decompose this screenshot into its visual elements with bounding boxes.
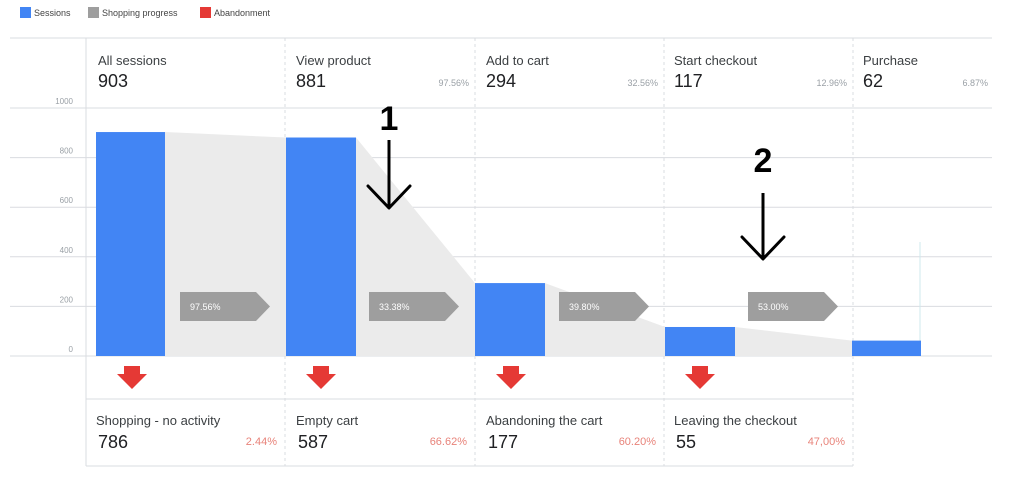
abandonment-arrow-icon: [685, 366, 715, 389]
abandonment-percentage: 47,00%: [807, 436, 845, 448]
abandonment-name: Leaving the checkout: [674, 413, 797, 428]
step-value: 294: [486, 71, 517, 91]
y-tick-label: 1000: [55, 97, 73, 106]
abandonment-box-empty-cart: Empty cart 587 66.62%: [286, 400, 475, 466]
step-name: All sessions: [98, 53, 167, 68]
session-bar: [96, 132, 165, 356]
step-header-start-checkout: Start checkout 117 12.96%: [664, 40, 853, 106]
abandonment-arrow-icon: [306, 366, 336, 389]
session-bar: [475, 283, 545, 356]
abandonment-box-leaving-checkout: Leaving the checkout 55 47,00%: [664, 400, 853, 466]
progress-rate-chevron: [369, 292, 459, 321]
abandonment-name: Abandoning the cart: [486, 413, 603, 428]
abandonment-value: 55: [676, 432, 697, 452]
abandonment-name: Empty cart: [296, 413, 359, 428]
bar-layer: [96, 132, 921, 356]
legend-label-abandonment: Abandonment: [214, 7, 271, 18]
annotation-label-2: 2: [754, 142, 773, 180]
arrow-layer: 97.56% 33.38% 39.80% 53.00%: [117, 292, 838, 389]
session-bar: [286, 137, 356, 356]
step-value: 903: [98, 71, 129, 91]
sessions-swatch-icon: [20, 7, 31, 18]
abandonment-value: 786: [98, 432, 129, 452]
abandonment-box-no-activity: Shopping - no activity 786 2.44%: [86, 400, 285, 466]
abandonment-arrow-icon: [496, 366, 526, 389]
y-tick-label: 600: [60, 196, 74, 205]
session-bar: [852, 340, 921, 356]
progress-rate-chevron: [180, 292, 270, 321]
step-name: Start checkout: [674, 53, 758, 68]
step-name: Purchase: [863, 53, 918, 68]
legend-label-sessions: Sessions: [34, 7, 71, 18]
step-percentage: 97.56%: [438, 78, 469, 88]
step-percentage: 12.96%: [816, 78, 847, 88]
y-tick-label: 0: [69, 345, 74, 354]
progress-rate-chevron: [559, 292, 649, 321]
legend-item-sessions: Sessions: [20, 7, 71, 18]
abandonment-value: 177: [488, 432, 519, 452]
step-percentage: 6.87%: [962, 78, 988, 88]
legend-label-progress: Shopping progress: [102, 7, 178, 18]
abandonment-percentage: 66.62%: [429, 436, 467, 448]
abandonment-name: Shopping - no activity: [96, 413, 221, 428]
progress-rate-label: 33.38%: [379, 302, 410, 312]
step-value: 62: [863, 71, 884, 91]
legend-item-progress: Shopping progress: [88, 7, 178, 18]
abandonment-swatch-icon: [200, 7, 211, 18]
step-header-all-sessions: All sessions 903: [88, 40, 285, 106]
step-name: View product: [296, 53, 371, 68]
abandonment-percentage: 2.44%: [245, 436, 277, 448]
abandonment-value: 587: [298, 432, 329, 452]
progress-rate-chevron: [748, 292, 838, 321]
progress-rate-label: 97.56%: [190, 302, 221, 312]
annotation-arrow-head-1: [366, 184, 412, 210]
step-header-view-product: View product 881 97.56%: [286, 40, 475, 106]
session-bar: [665, 326, 735, 356]
progress-swatch-icon: [88, 7, 99, 18]
step-header-add-to-cart: Add to cart 294 32.56%: [476, 40, 664, 106]
progress-rate-label: 39.80%: [569, 302, 600, 312]
abandonment-percentage: 60.20%: [618, 436, 656, 448]
y-tick-label: 800: [60, 147, 74, 156]
annotation-arrow-head-2: [740, 235, 786, 261]
step-value: 881: [296, 71, 327, 91]
y-tick-label: 400: [60, 246, 74, 255]
y-tick-label: 200: [60, 295, 74, 304]
step-percentage: 32.56%: [627, 78, 658, 88]
legend-item-abandonment: Abandonment: [200, 7, 270, 18]
abandonment-box-abandoning-cart: Abandoning the cart 177 60.20%: [476, 400, 664, 466]
annotation-layer: 12: [366, 100, 786, 261]
step-name: Add to cart: [486, 53, 549, 68]
step-header-purchase: Purchase 62 6.87%: [853, 40, 994, 106]
step-value: 117: [674, 71, 703, 91]
progress-rate-label: 53.00%: [758, 302, 789, 312]
annotation-label-1: 1: [380, 100, 399, 138]
abandonment-arrow-icon: [117, 366, 147, 389]
